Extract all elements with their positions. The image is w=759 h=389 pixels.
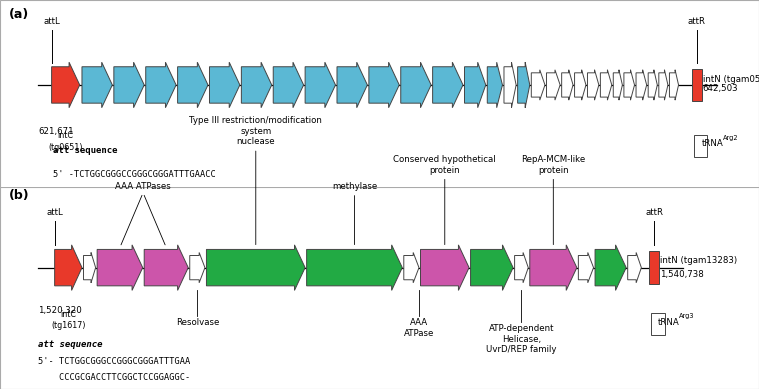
- FancyArrow shape: [82, 62, 112, 108]
- Text: intC
(tg1617): intC (tg1617): [51, 310, 86, 330]
- FancyArrow shape: [613, 70, 622, 100]
- Text: 1,540,738: 1,540,738: [660, 270, 704, 279]
- Text: attL: attL: [46, 208, 63, 217]
- FancyArrow shape: [307, 245, 402, 290]
- Bar: [692, 68, 702, 102]
- Text: Type III restriction/modification
system
nuclease: Type III restriction/modification system…: [189, 116, 323, 146]
- Text: attR: attR: [688, 17, 706, 26]
- Text: CCCGCGACCTTCGGCTCCGGAGGC-: CCCGCGACCTTCGGCTCCGGAGGC-: [38, 373, 191, 382]
- FancyArrow shape: [636, 70, 647, 100]
- Text: intN (tgam05590): intN (tgam05590): [703, 75, 759, 84]
- FancyArrow shape: [595, 245, 626, 290]
- FancyArrow shape: [530, 245, 577, 290]
- Text: att sequence: att sequence: [53, 145, 118, 155]
- Text: 5' -TCTGGCGGGCCGGGCGGGATTTGAACC: 5' -TCTGGCGGGCCGGGCGGGATTTGAACC: [53, 170, 216, 179]
- Text: tRNA: tRNA: [658, 318, 680, 327]
- FancyArrow shape: [401, 62, 431, 108]
- FancyArrow shape: [487, 62, 502, 108]
- FancyArrow shape: [659, 70, 668, 100]
- Text: CGCGACCTTCGGCTCCGGAGGC- 3': CGCGACCTTCGGCTCCGGAGGC- 3': [53, 192, 211, 201]
- Text: (a): (a): [9, 8, 30, 21]
- FancyArrow shape: [578, 252, 594, 283]
- FancyArrow shape: [504, 62, 516, 108]
- Text: Arg3: Arg3: [679, 313, 694, 319]
- FancyArrow shape: [600, 70, 612, 100]
- FancyArrow shape: [471, 245, 513, 290]
- Text: intN (tgam13283): intN (tgam13283): [660, 256, 737, 265]
- FancyArrow shape: [369, 62, 399, 108]
- Text: 621,671: 621,671: [38, 128, 74, 137]
- FancyArrow shape: [433, 62, 463, 108]
- Text: tRNA: tRNA: [701, 139, 723, 148]
- Text: 1,520,320: 1,520,320: [38, 306, 82, 315]
- FancyArrow shape: [83, 252, 96, 283]
- Text: methylase: methylase: [332, 182, 377, 191]
- FancyArrow shape: [546, 70, 560, 100]
- FancyArrow shape: [144, 245, 188, 290]
- Text: ATP-dependent
Helicase,
UvrD/REP family: ATP-dependent Helicase, UvrD/REP family: [487, 324, 556, 354]
- FancyArrow shape: [628, 252, 641, 283]
- Text: 5'- TCTGGCGGGCCGGGCGGGATTTGAA: 5'- TCTGGCGGGCCGGGCGGGATTTGAA: [38, 357, 191, 366]
- Text: (b): (b): [9, 189, 30, 202]
- FancyArrow shape: [575, 70, 586, 100]
- Text: RepA-MCM-like
protein: RepA-MCM-like protein: [521, 155, 585, 175]
- FancyArrow shape: [178, 62, 208, 108]
- Text: Arg2: Arg2: [723, 135, 739, 140]
- FancyArrow shape: [114, 62, 144, 108]
- FancyArrow shape: [420, 245, 469, 290]
- FancyArrow shape: [587, 70, 599, 100]
- FancyArrow shape: [146, 62, 176, 108]
- Text: 642,503: 642,503: [703, 84, 739, 93]
- Bar: [694, 135, 707, 156]
- FancyArrow shape: [273, 62, 304, 108]
- Text: attR: attR: [645, 208, 663, 217]
- FancyArrow shape: [55, 245, 82, 290]
- FancyArrow shape: [209, 62, 240, 108]
- FancyArrow shape: [190, 252, 205, 283]
- Text: Resolvase: Resolvase: [175, 318, 219, 327]
- FancyArrow shape: [305, 62, 335, 108]
- FancyArrow shape: [404, 252, 419, 283]
- Text: Conserved hypothetical
protein: Conserved hypothetical protein: [393, 155, 496, 175]
- FancyArrow shape: [97, 245, 143, 290]
- Bar: [650, 251, 659, 284]
- Text: AAA ATPases: AAA ATPases: [115, 182, 171, 191]
- FancyArrow shape: [624, 70, 635, 100]
- FancyArrow shape: [52, 62, 80, 108]
- Text: attL: attL: [43, 17, 60, 26]
- FancyArrow shape: [206, 245, 305, 290]
- FancyArrow shape: [241, 62, 272, 108]
- Text: intC
(tg0651): intC (tg0651): [49, 131, 83, 152]
- FancyArrow shape: [465, 62, 486, 108]
- FancyArrow shape: [531, 70, 545, 100]
- Text: att sequence: att sequence: [38, 340, 102, 349]
- FancyArrow shape: [515, 252, 528, 283]
- Bar: [651, 314, 665, 335]
- FancyArrow shape: [669, 70, 679, 100]
- FancyArrow shape: [562, 70, 573, 100]
- FancyArrow shape: [337, 62, 367, 108]
- Text: AAA
ATPase: AAA ATPase: [404, 318, 434, 338]
- FancyArrow shape: [648, 70, 657, 100]
- FancyArrow shape: [518, 62, 530, 108]
